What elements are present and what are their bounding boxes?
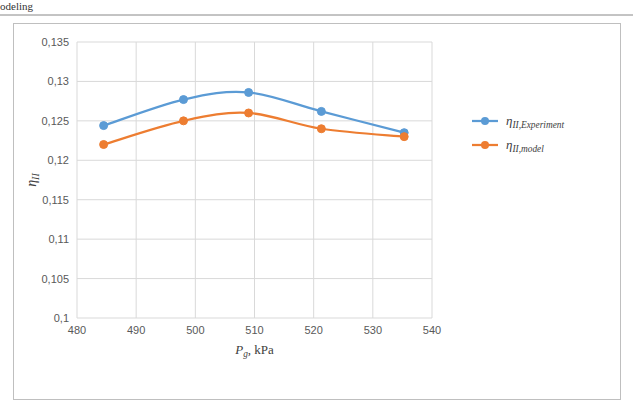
chart-root: odeling 0,1 0,105 0,11 0,115 0,12 0,125 0,13 0,1… [0,0,633,404]
x-tick-label: 530 [364,324,382,336]
series-marker [100,122,108,130]
x-grid-line [136,42,137,318]
x-grid-line [432,42,433,318]
y-tick-label: 0,125 [41,115,69,127]
x-grid-line [313,42,314,318]
legend-label: ηII,Experiment [506,113,564,130]
series-line [104,92,405,133]
legend: ηII,Experiment ηII,model [472,113,564,154]
series-marker [245,88,253,96]
x-grid-line [77,42,78,318]
x-tick-label: 540 [423,324,441,336]
x-grid-line [195,42,196,318]
y-tick-label: 0,115 [42,194,69,206]
series-marker [317,125,325,133]
y-tick-label: 0,1 [54,312,69,324]
series-marker [317,107,325,115]
header-rule [0,15,633,16]
series-marker [400,133,408,141]
x-tick-label: 480 [68,324,86,336]
series-marker [100,141,108,149]
grid [77,42,432,318]
chart: odeling 0,1 0,105 0,11 0,115 0,12 0,125 0,13 0,1… [0,0,633,404]
legend-marker [481,141,489,149]
y-tick-label: 0,13 [48,75,69,87]
x-axis-label: Pg, kPa [234,342,274,359]
y-tick-label: 0,105 [41,273,69,285]
x-tick-label: 520 [304,324,322,336]
series-marker [180,96,188,104]
x-grid-line [254,42,255,318]
page-header: odeling [0,0,33,12]
series-marker [180,117,188,125]
series-marker [245,109,253,117]
legend-marker [481,117,489,125]
y-tick-label: 0,135 [41,36,69,48]
chart-frame [14,24,621,400]
y-tick-label: 0,11 [48,233,69,245]
x-grid-line [372,42,373,318]
x-tick-label: 510 [245,324,263,336]
y-tick-label: 0,12 [48,154,69,166]
legend-label: ηII,model [506,137,544,154]
x-tick-label: 490 [127,324,145,336]
series-line [104,113,405,145]
x-tick-label: 500 [186,324,204,336]
plot-data [100,88,409,148]
y-axis-label: ηII [24,173,41,187]
